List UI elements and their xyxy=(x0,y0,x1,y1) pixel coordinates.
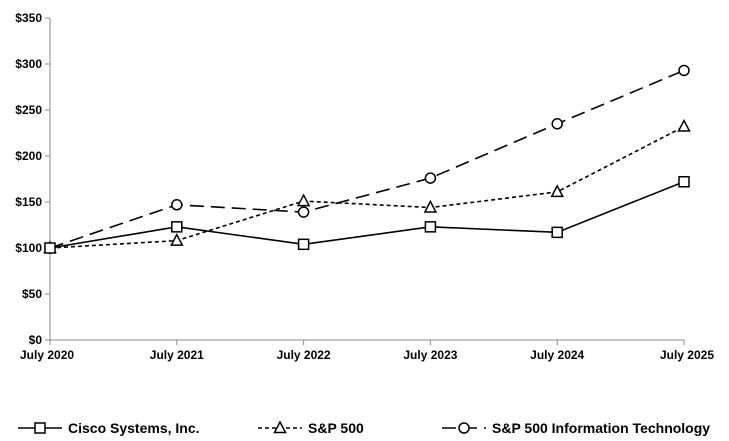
data-point-square xyxy=(678,176,690,188)
data-point-square xyxy=(297,238,310,251)
y-tick-label: $50 xyxy=(22,287,42,301)
data-point-circle xyxy=(678,64,690,77)
series-square xyxy=(44,176,690,254)
data-point-circle xyxy=(424,172,437,184)
series-circle xyxy=(44,64,690,254)
legend-item: S&P 500 Information Technology xyxy=(442,420,710,436)
legend-item: S&P 500 xyxy=(258,420,364,436)
data-point-circle xyxy=(551,118,563,130)
x-tick-label: July 2021 xyxy=(150,348,204,362)
y-tick-label: $350 xyxy=(15,11,42,25)
legend-label: S&P 500 xyxy=(308,420,364,436)
data-point-square xyxy=(44,242,56,254)
series-triangle xyxy=(43,118,691,254)
y-tick-label: $200 xyxy=(15,149,42,163)
series-line xyxy=(49,69,685,249)
y-tick-label: $100 xyxy=(15,241,42,255)
x-tick-label: July 2025 xyxy=(660,348,714,362)
legend-label: S&P 500 Information Technology xyxy=(492,420,710,436)
series-layer xyxy=(43,64,691,254)
data-point-square xyxy=(171,221,183,233)
y-tick-label: $0 xyxy=(29,333,43,347)
data-point-circle xyxy=(297,206,310,218)
data-point-square xyxy=(551,226,563,239)
y-tick-label: $300 xyxy=(15,57,42,71)
x-tick-label: July 2024 xyxy=(530,348,584,362)
y-tick-label: $250 xyxy=(15,103,42,117)
data-point-square xyxy=(424,221,437,233)
data-point-triangle xyxy=(423,199,438,213)
series-line xyxy=(49,125,685,249)
legend-item: Cisco Systems, Inc. xyxy=(18,420,200,436)
x-tick-label: July 2022 xyxy=(277,348,331,362)
data-point-triangle xyxy=(170,233,184,246)
data-point-triangle xyxy=(296,193,311,207)
series-line xyxy=(49,181,685,249)
x-tick-label: July 2020 xyxy=(20,348,74,362)
y-tick-label: $150 xyxy=(15,195,42,209)
x-axis: July 2020 July 2021 July 2022 July 2023 July… xyxy=(20,339,714,362)
data-point-triangle xyxy=(550,184,564,198)
legend-marker-triangle xyxy=(273,420,287,434)
data-point-circle xyxy=(171,199,183,211)
y-axis: $0 $50 $100 $150 $200 $250 $300 $350 xyxy=(15,11,51,347)
legend-label: Cisco Systems, Inc. xyxy=(68,420,200,436)
x-tick-label: July 2023 xyxy=(403,348,457,362)
legend-marker-square xyxy=(34,422,46,434)
legend-marker-circle xyxy=(458,422,470,434)
data-point-triangle xyxy=(677,118,691,132)
legend: Cisco Systems, Inc. S&P 500 S&P 500 Inform… xyxy=(18,420,710,436)
